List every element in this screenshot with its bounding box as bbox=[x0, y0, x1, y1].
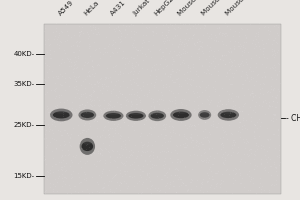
Bar bbox=[44, 24, 280, 194]
Ellipse shape bbox=[80, 138, 95, 155]
Ellipse shape bbox=[83, 141, 91, 145]
Ellipse shape bbox=[79, 109, 96, 120]
Text: Mouse kidney: Mouse kidney bbox=[177, 0, 216, 17]
Text: HepG2: HepG2 bbox=[153, 0, 175, 17]
Ellipse shape bbox=[173, 112, 189, 118]
Ellipse shape bbox=[82, 142, 93, 151]
Text: A431: A431 bbox=[109, 0, 127, 17]
Ellipse shape bbox=[53, 111, 70, 118]
Text: 15KD-: 15KD- bbox=[14, 173, 34, 179]
Ellipse shape bbox=[50, 109, 73, 121]
Ellipse shape bbox=[56, 111, 67, 114]
Ellipse shape bbox=[220, 112, 236, 118]
Text: 35KD-: 35KD- bbox=[14, 81, 34, 87]
Ellipse shape bbox=[128, 113, 143, 119]
Text: 25KD-: 25KD- bbox=[14, 122, 34, 128]
Ellipse shape bbox=[106, 113, 121, 119]
Ellipse shape bbox=[170, 109, 192, 121]
Ellipse shape bbox=[131, 113, 141, 115]
Ellipse shape bbox=[83, 112, 92, 114]
Text: HeLa: HeLa bbox=[83, 0, 100, 17]
Text: - CHCHD3: - CHCHD3 bbox=[286, 114, 300, 123]
Ellipse shape bbox=[218, 109, 239, 121]
Ellipse shape bbox=[153, 113, 162, 115]
Ellipse shape bbox=[198, 110, 211, 120]
Ellipse shape bbox=[151, 113, 164, 119]
Ellipse shape bbox=[108, 113, 118, 115]
Ellipse shape bbox=[223, 111, 234, 114]
Ellipse shape bbox=[148, 110, 166, 121]
Text: A549: A549 bbox=[57, 0, 75, 17]
Ellipse shape bbox=[81, 112, 94, 118]
Ellipse shape bbox=[200, 112, 209, 118]
Text: Mouse heart: Mouse heart bbox=[224, 0, 260, 17]
Text: Mouse liver: Mouse liver bbox=[200, 0, 234, 17]
Ellipse shape bbox=[176, 111, 186, 114]
Ellipse shape bbox=[103, 111, 124, 121]
Ellipse shape bbox=[126, 111, 146, 121]
Text: Jurkat: Jurkat bbox=[132, 0, 151, 17]
Text: 40KD-: 40KD- bbox=[14, 51, 34, 57]
Ellipse shape bbox=[201, 112, 208, 114]
